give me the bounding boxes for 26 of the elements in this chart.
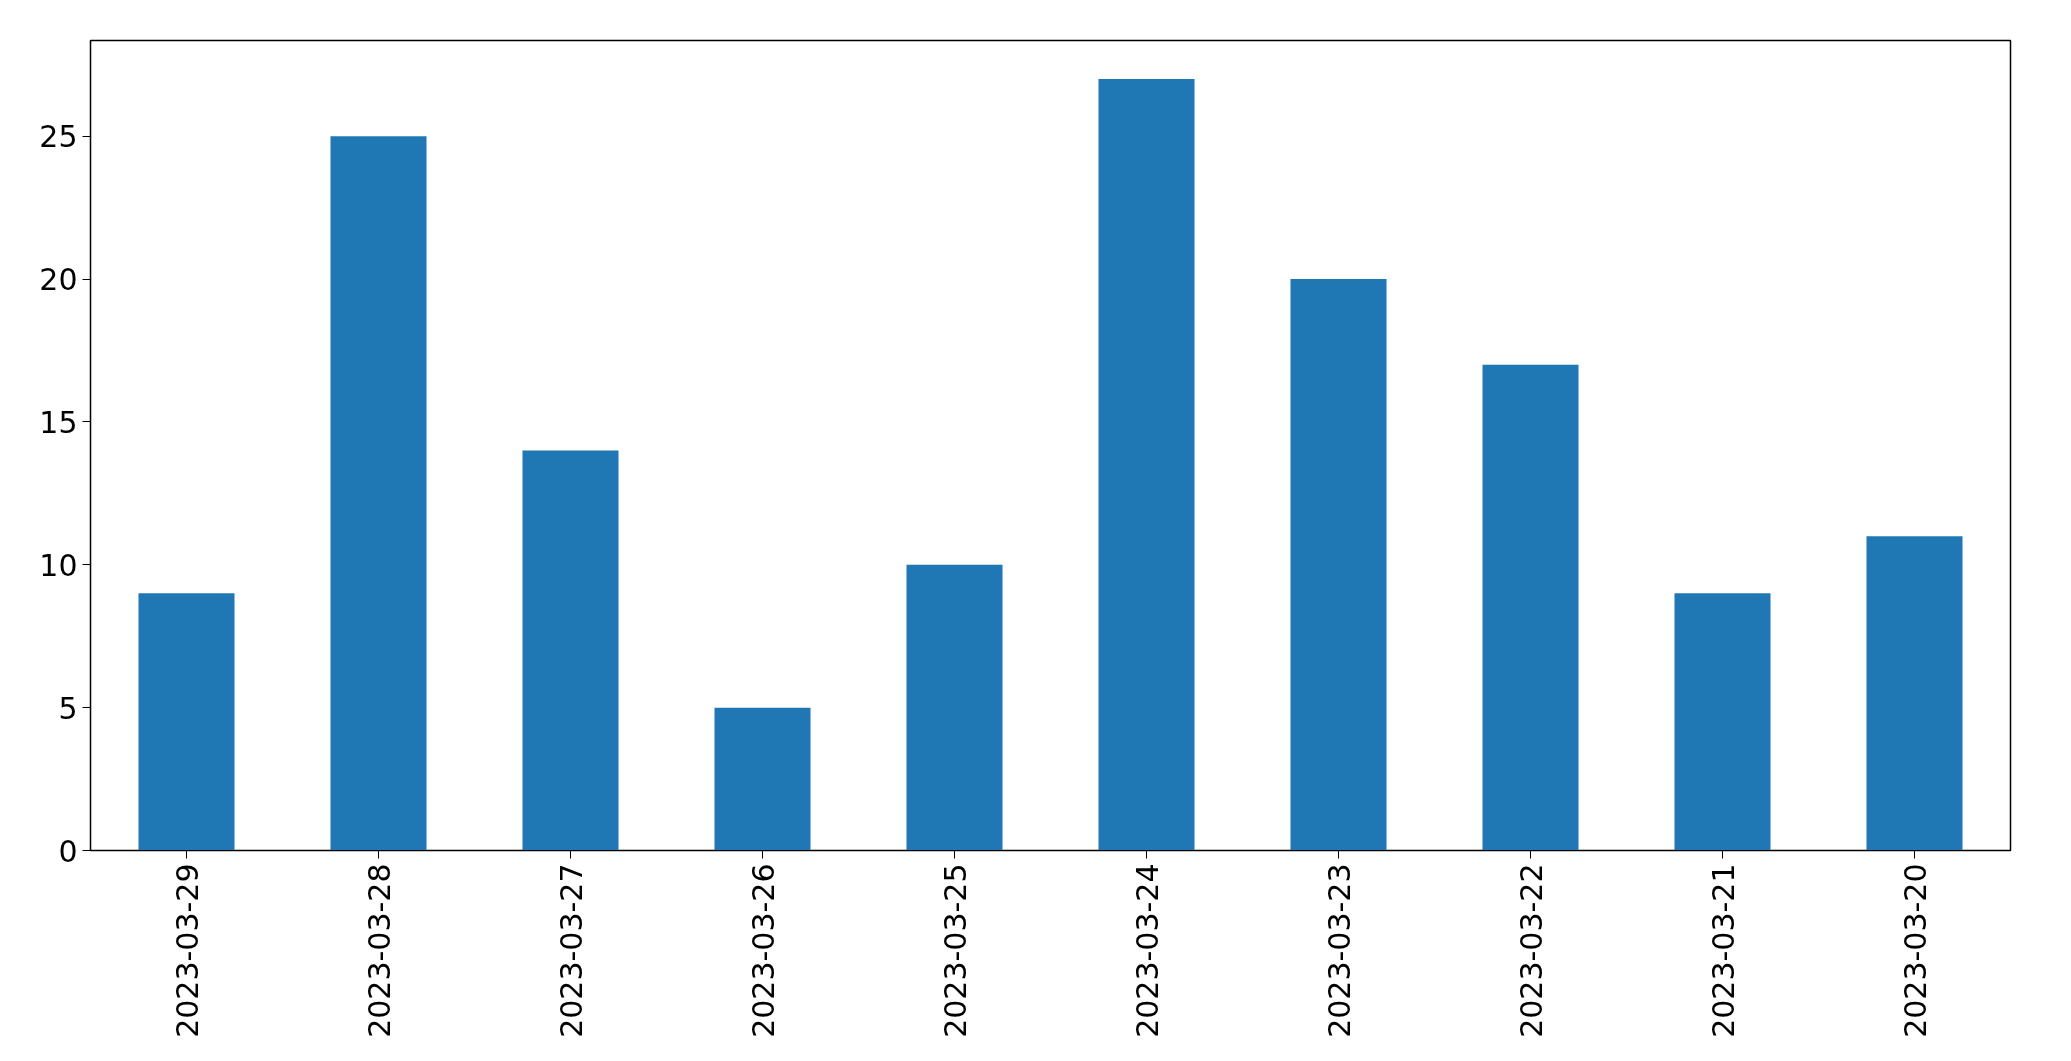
x-tick-label: 2023-03-28 <box>361 863 397 1038</box>
x-tick-label: 2023-03-21 <box>1705 863 1741 1038</box>
bar <box>138 593 235 851</box>
bar <box>522 450 619 851</box>
x-tick-label: 2023-03-26 <box>745 863 781 1038</box>
bar <box>714 707 811 851</box>
y-tick-label: 25 <box>39 119 78 155</box>
x-tick-label: 2023-03-23 <box>1321 863 1357 1038</box>
y-tick-label: 0 <box>58 833 78 869</box>
y-tick-label: 5 <box>58 690 78 726</box>
bar <box>1290 279 1387 851</box>
bar <box>330 136 427 851</box>
bar <box>1866 536 1963 851</box>
x-tick-label: 2023-03-20 <box>1897 863 1933 1038</box>
x-tick-label: 2023-03-29 <box>169 863 205 1038</box>
bar <box>1674 593 1771 851</box>
bar <box>1098 79 1195 851</box>
y-tick-label: 20 <box>39 262 78 298</box>
x-tick-label: 2023-03-25 <box>937 863 973 1038</box>
x-tick-label: 2023-03-22 <box>1513 863 1549 1038</box>
y-tick-label: 15 <box>39 404 78 440</box>
x-tick-label: 2023-03-24 <box>1129 863 1165 1038</box>
bar <box>906 564 1003 851</box>
x-tick-label: 2023-03-27 <box>553 863 589 1038</box>
bar <box>1482 364 1579 851</box>
y-tick-label: 10 <box>39 547 78 583</box>
